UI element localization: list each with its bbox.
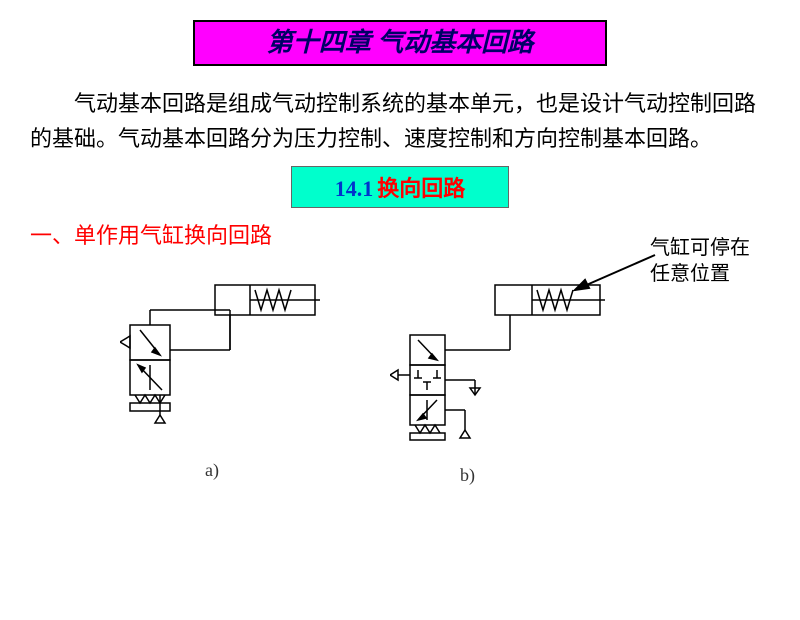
caption-b: b) — [460, 465, 475, 486]
section-name: 换向回路 — [377, 176, 465, 201]
annotation-text: 气缸可停在 任意位置 — [650, 235, 750, 287]
body-paragraph: 气动基本回路是组成气动控制系统的基本单元，也是设计气动控制回路的基础。气动基本回… — [30, 86, 770, 156]
caption-a: a) — [205, 460, 219, 481]
section-number: 14.1 — [335, 176, 374, 201]
diagram-a — [120, 270, 330, 450]
section-title: 14.1 换向回路 — [291, 166, 509, 208]
diagram-area: a) — [0, 250, 800, 510]
chapter-title: 第十四章 气动基本回路 — [193, 20, 607, 66]
